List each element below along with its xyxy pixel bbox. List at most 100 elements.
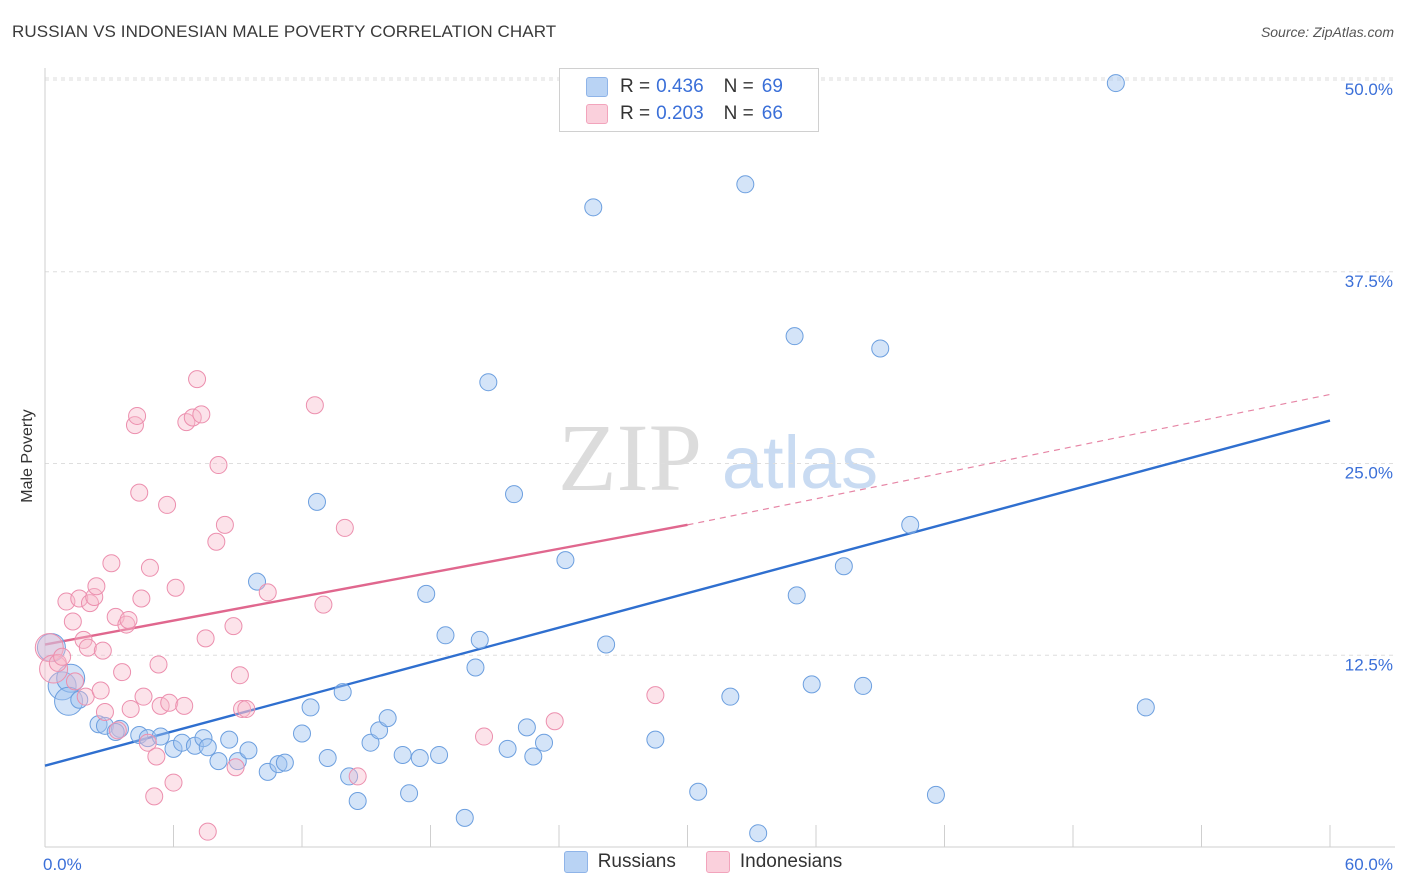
- indonesians-point: [230, 666, 249, 685]
- y-tick-label: 12.5%: [1345, 655, 1393, 674]
- indonesians-point: [117, 615, 136, 634]
- y-tick-label: 37.5%: [1345, 272, 1393, 291]
- correlation-legend: R = 0.436 N = 69 R = 0.203 N = 66: [559, 68, 819, 132]
- russians-point: [301, 698, 320, 717]
- source-label: Source: ZipAtlas.com: [1260, 24, 1394, 40]
- indonesians-point: [140, 558, 159, 577]
- russians-point: [410, 749, 429, 768]
- legend-item-indonesians[interactable]: Indonesians: [705, 851, 843, 873]
- russians-point: [721, 687, 740, 706]
- russians-point: [597, 635, 616, 654]
- legend-label-russians: Russians: [597, 851, 676, 872]
- indonesians-point: [138, 733, 157, 752]
- legend-n-value: 66: [761, 103, 783, 124]
- indonesians-point: [128, 406, 147, 425]
- y-tick-label: 50.0%: [1345, 80, 1393, 99]
- indonesians-point: [102, 554, 121, 573]
- russians-point: [1136, 698, 1155, 717]
- indonesians-point: [258, 583, 277, 602]
- russians-point: [194, 729, 213, 748]
- russians-point: [524, 747, 543, 766]
- russians-point: [749, 824, 768, 843]
- series-legend: Russians Indonesians: [0, 851, 1406, 873]
- indonesians-point: [348, 767, 367, 786]
- russians-point: [535, 733, 554, 752]
- russians-point: [400, 784, 419, 803]
- russians-point: [834, 557, 853, 576]
- legend-swatch-russians: [586, 77, 608, 97]
- indonesians-point: [119, 610, 138, 629]
- indonesians-point: [78, 638, 97, 657]
- indonesians-point: [65, 672, 84, 691]
- indonesians-point: [130, 483, 149, 502]
- legend-r-value: 0.436: [656, 76, 704, 97]
- x-tick-label: 0.0%: [43, 855, 82, 874]
- indonesians-point: [85, 587, 104, 606]
- indonesians-point: [237, 699, 256, 718]
- russians-point: [378, 709, 397, 728]
- legend-swatch-russians: [563, 851, 588, 873]
- legend-r-label: R =: [620, 76, 651, 97]
- legend-row-indonesians: R = 0.203 N = 66: [586, 102, 783, 126]
- russians-point: [1106, 74, 1125, 93]
- indonesians-point: [63, 612, 82, 631]
- russians-point: [689, 782, 708, 801]
- indonesians-point: [70, 589, 89, 608]
- russians-point: [258, 762, 277, 781]
- watermark: ZIP atlas: [558, 404, 878, 511]
- indonesians-point: [91, 681, 110, 700]
- indonesians-point: [188, 370, 207, 389]
- russians-point: [318, 749, 337, 768]
- russians-point: [787, 586, 806, 605]
- russians-point: [348, 791, 367, 810]
- russians-point: [466, 658, 485, 677]
- russians-point: [556, 551, 575, 570]
- indonesians-point: [233, 699, 252, 718]
- indonesians-point: [209, 456, 228, 475]
- indonesians-point: [314, 595, 333, 614]
- russians-point: [56, 663, 86, 693]
- x-tick-label: 60.0%: [1345, 855, 1393, 874]
- russians-point: [307, 492, 326, 511]
- legend-label-indonesians: Indonesians: [739, 851, 843, 872]
- y-axis-label: Male Poverty: [19, 409, 36, 503]
- russians-point: [417, 584, 436, 603]
- indonesians-point: [335, 518, 354, 537]
- russians-point: [926, 785, 945, 804]
- indonesians-point: [226, 758, 245, 777]
- russians-point: [871, 339, 890, 358]
- indonesians-point: [53, 647, 72, 666]
- russians-point: [517, 718, 536, 737]
- legend-item-russians[interactable]: Russians: [563, 851, 676, 873]
- indonesians-point: [192, 405, 211, 424]
- indonesians-point: [160, 693, 179, 712]
- legend-n-label: N =: [723, 76, 754, 97]
- russians-point: [498, 739, 517, 758]
- russians-point: [455, 808, 474, 827]
- indonesians-point: [207, 532, 226, 551]
- indonesians-point: [132, 589, 151, 608]
- indonesians-point: [545, 712, 564, 731]
- y-tick-label: 25.0%: [1345, 464, 1393, 483]
- russians-point: [333, 683, 352, 702]
- russians-point: [269, 755, 288, 774]
- indonesians-point: [134, 687, 153, 706]
- indonesians-point: [93, 641, 112, 660]
- indonesians-point: [305, 396, 324, 415]
- russians-point: [436, 626, 455, 645]
- indonesians-point: [164, 773, 183, 792]
- indonesians-point: [475, 727, 494, 746]
- indonesians-point: [158, 495, 177, 514]
- legend-n-label: N =: [723, 103, 754, 124]
- russians-point: [275, 753, 294, 772]
- russians-point: [584, 198, 603, 217]
- indonesians-point: [177, 413, 196, 432]
- russians-point: [479, 373, 498, 392]
- indonesians-point: [147, 747, 166, 766]
- russians-point: [198, 738, 217, 757]
- indonesians-point: [149, 655, 168, 674]
- indonesians-point: [95, 703, 114, 722]
- indonesians-point: [145, 787, 164, 806]
- russians-point: [248, 572, 267, 591]
